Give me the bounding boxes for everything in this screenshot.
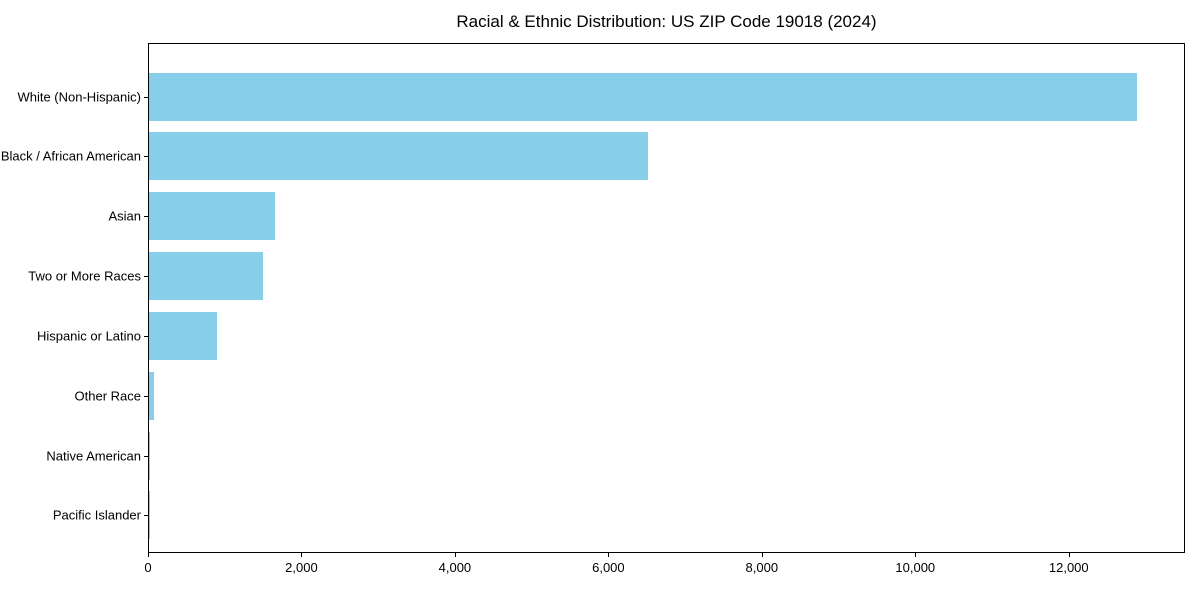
y-axis-tick-mark — [144, 335, 148, 337]
x-axis-tick-mark — [301, 553, 303, 557]
bar-two-or-more-races — [149, 252, 264, 301]
y-axis-tick-mark — [144, 455, 148, 457]
x-axis-tick-label: 2,000 — [285, 560, 318, 575]
y-axis-tick-mark — [144, 395, 148, 397]
y-axis-category-label: Asian — [108, 208, 141, 224]
x-axis-tick-mark — [454, 553, 456, 557]
bar-hispanic-or-latino — [149, 311, 218, 360]
x-axis-tick-label: 4,000 — [438, 560, 472, 575]
y-axis-category-label: Two or More Races — [28, 268, 141, 284]
y-axis-category-label: Other Race — [74, 388, 141, 404]
x-axis-tick-label: 0 — [144, 560, 152, 575]
bar-asian — [149, 192, 275, 241]
y-axis-tick-mark — [144, 515, 148, 517]
bar-native-american — [149, 431, 151, 480]
y-axis-category-label: Pacific Islander — [52, 507, 141, 523]
y-axis-category-label: White (Non-Hispanic) — [17, 89, 141, 104]
y-axis-category-label: Native American — [46, 448, 141, 464]
x-axis-tick-mark — [761, 553, 763, 557]
plot-area — [148, 43, 1185, 553]
bar-black-african-american — [149, 132, 648, 181]
y-axis-tick-mark — [144, 216, 148, 218]
bar-other-race — [149, 371, 155, 420]
y-axis-tick-mark — [144, 156, 148, 158]
x-axis-tick-mark — [608, 553, 610, 557]
bar-white-non-hispanic — [149, 72, 1137, 121]
y-axis-tick-mark — [144, 96, 148, 98]
chart-title: Racial & Ethnic Distribution: US ZIP Cod… — [456, 12, 877, 31]
x-axis-tick-label: 6,000 — [592, 560, 625, 575]
y-axis-category-label: Hispanic or Latino — [36, 328, 141, 344]
y-axis-category-label: Black / African American — [0, 148, 141, 164]
x-axis-tick-mark — [1068, 553, 1070, 557]
x-axis-tick-label: 8,000 — [745, 560, 779, 575]
x-axis-tick-label: 10,000 — [895, 560, 936, 575]
x-axis-tick-mark — [148, 553, 149, 557]
x-axis-tick-mark — [915, 553, 917, 557]
x-axis-tick-label: 12,000 — [1048, 560, 1089, 575]
y-axis-tick-mark — [144, 276, 148, 278]
